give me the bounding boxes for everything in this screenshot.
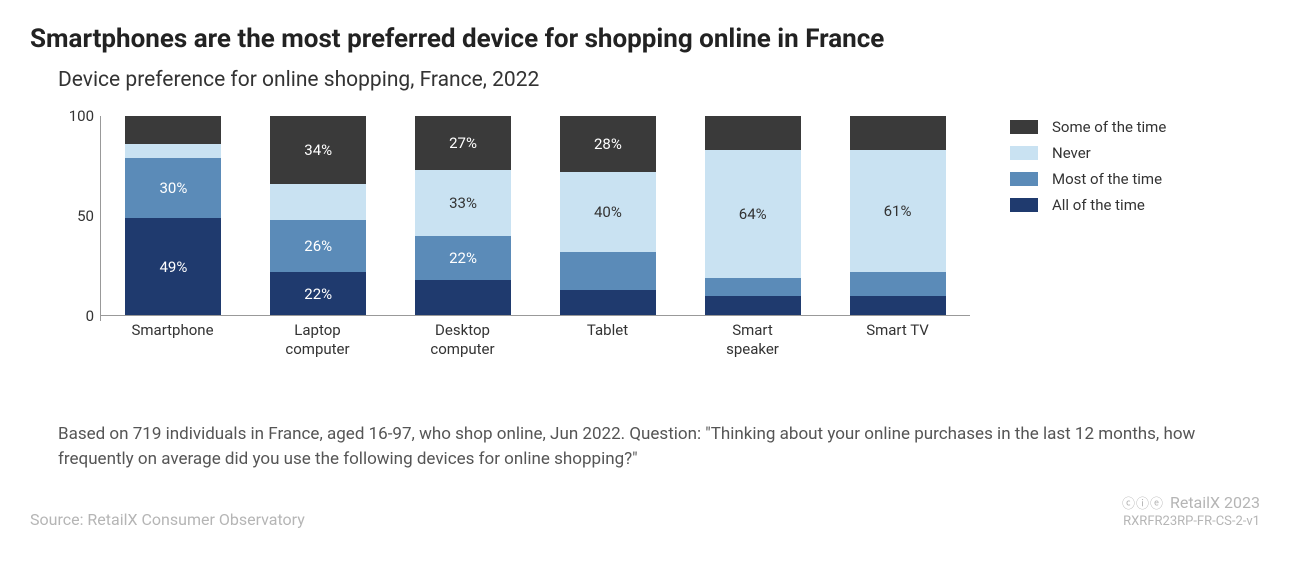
bar-segment-all: 49% bbox=[125, 218, 221, 316]
y-tick-label: 0 bbox=[86, 307, 94, 325]
legend-swatch bbox=[1010, 198, 1038, 212]
brand-name: RetailX 2023 bbox=[1170, 493, 1260, 512]
legend-swatch bbox=[1010, 120, 1038, 134]
x-label: Laptopcomputer bbox=[245, 321, 390, 359]
x-label: Smart TV bbox=[825, 321, 970, 359]
bar-slot: 64% bbox=[680, 116, 825, 316]
legend-item: All of the time bbox=[1010, 196, 1166, 214]
bar-segment-some bbox=[850, 116, 946, 150]
x-label: Desktopcomputer bbox=[390, 321, 535, 359]
bar-segment-never bbox=[270, 184, 366, 220]
bar-slot: 22%33%27% bbox=[391, 116, 536, 316]
bar-segment-some: 27% bbox=[415, 116, 511, 170]
y-tick-label: 50 bbox=[77, 207, 94, 225]
bar-segment-all bbox=[560, 290, 656, 316]
legend-swatch bbox=[1010, 172, 1038, 186]
bar-segment-all: 22% bbox=[270, 272, 366, 316]
stacked-bar: 49%30% bbox=[125, 116, 221, 316]
bar-slot: 61% bbox=[825, 116, 970, 316]
legend-label: All of the time bbox=[1052, 196, 1145, 214]
bar-segment-never: 33% bbox=[415, 170, 511, 236]
y-axis: 050100 bbox=[52, 116, 100, 316]
bar-segment-never: 61% bbox=[850, 150, 946, 272]
x-label: Smartphone bbox=[100, 321, 245, 359]
bar-segment-never: 64% bbox=[705, 150, 801, 278]
legend-item: Most of the time bbox=[1010, 170, 1166, 188]
chart-row: 050100 49%30%22%26%34%22%33%27%40%28%64%… bbox=[30, 116, 1260, 356]
chart-area: 050100 49%30%22%26%34%22%33%27%40%28%64%… bbox=[100, 116, 970, 356]
bar-segment-all bbox=[415, 280, 511, 316]
stacked-bar: 40%28% bbox=[560, 116, 656, 316]
legend-label: Never bbox=[1052, 144, 1091, 162]
bar-slot: 22%26% 34% bbox=[246, 116, 391, 316]
chart-subtitle: Device preference for online shopping, F… bbox=[58, 68, 1260, 92]
legend-label: Some of the time bbox=[1052, 118, 1166, 136]
x-label: Smartspeaker bbox=[680, 321, 825, 359]
bar-slot: 40%28% bbox=[535, 116, 680, 316]
bar-segment-most bbox=[705, 278, 801, 296]
bar-segment-most: 26% bbox=[270, 220, 366, 272]
bar-segment-never bbox=[125, 144, 221, 158]
bar-slot: 49%30% bbox=[101, 116, 246, 316]
legend-swatch bbox=[1010, 146, 1038, 160]
plot-area: 49%30%22%26%34%22%33%27%40%28%64%61% bbox=[100, 116, 970, 316]
bar-segment-some: 34% bbox=[270, 116, 366, 184]
brand-block: ⓒⓘⓔ RetailX 2023 RXRFR23RP-FR-CS-2-v1 bbox=[1122, 493, 1260, 529]
legend-label: Most of the time bbox=[1052, 170, 1162, 188]
stacked-bar: 22%26% 34% bbox=[270, 116, 366, 316]
bar-segment-some bbox=[125, 116, 221, 144]
bar-segment-some: 28% bbox=[560, 116, 656, 172]
y-tick-label: 100 bbox=[69, 107, 94, 125]
x-axis-labels: SmartphoneLaptopcomputerDesktopcomputerT… bbox=[100, 321, 970, 359]
stacked-bar: 22%33%27% bbox=[415, 116, 511, 316]
survey-note: Based on 719 individuals in France, aged… bbox=[58, 422, 1198, 471]
stacked-bar: 64% bbox=[705, 116, 801, 316]
brand-code: RXRFR23RP-FR-CS-2-v1 bbox=[1122, 514, 1260, 529]
bar-segment-most bbox=[560, 252, 656, 290]
x-label: Tablet bbox=[535, 321, 680, 359]
bar-segment-some bbox=[705, 116, 801, 150]
footer: Source: RetailX Consumer Observatory ⓒⓘⓔ… bbox=[30, 493, 1260, 529]
chart-title: Smartphones are the most preferred devic… bbox=[30, 24, 1260, 54]
legend-item: Some of the time bbox=[1010, 118, 1166, 136]
source-text: Source: RetailX Consumer Observatory bbox=[30, 510, 305, 529]
bar-segment-most bbox=[850, 272, 946, 296]
bar-segment-all bbox=[705, 296, 801, 316]
bar-segment-most: 30% bbox=[125, 158, 221, 218]
bar-segment-all bbox=[850, 296, 946, 316]
bar-segment-most: 22% bbox=[415, 236, 511, 280]
bar-segment-never: 40% bbox=[560, 172, 656, 252]
stacked-bar: 61% bbox=[850, 116, 946, 316]
legend: Some of the time Never Most of the time All… bbox=[1010, 118, 1166, 222]
legend-item: Never bbox=[1010, 144, 1166, 162]
cc-icon: ⓒⓘⓔ bbox=[1122, 493, 1164, 512]
